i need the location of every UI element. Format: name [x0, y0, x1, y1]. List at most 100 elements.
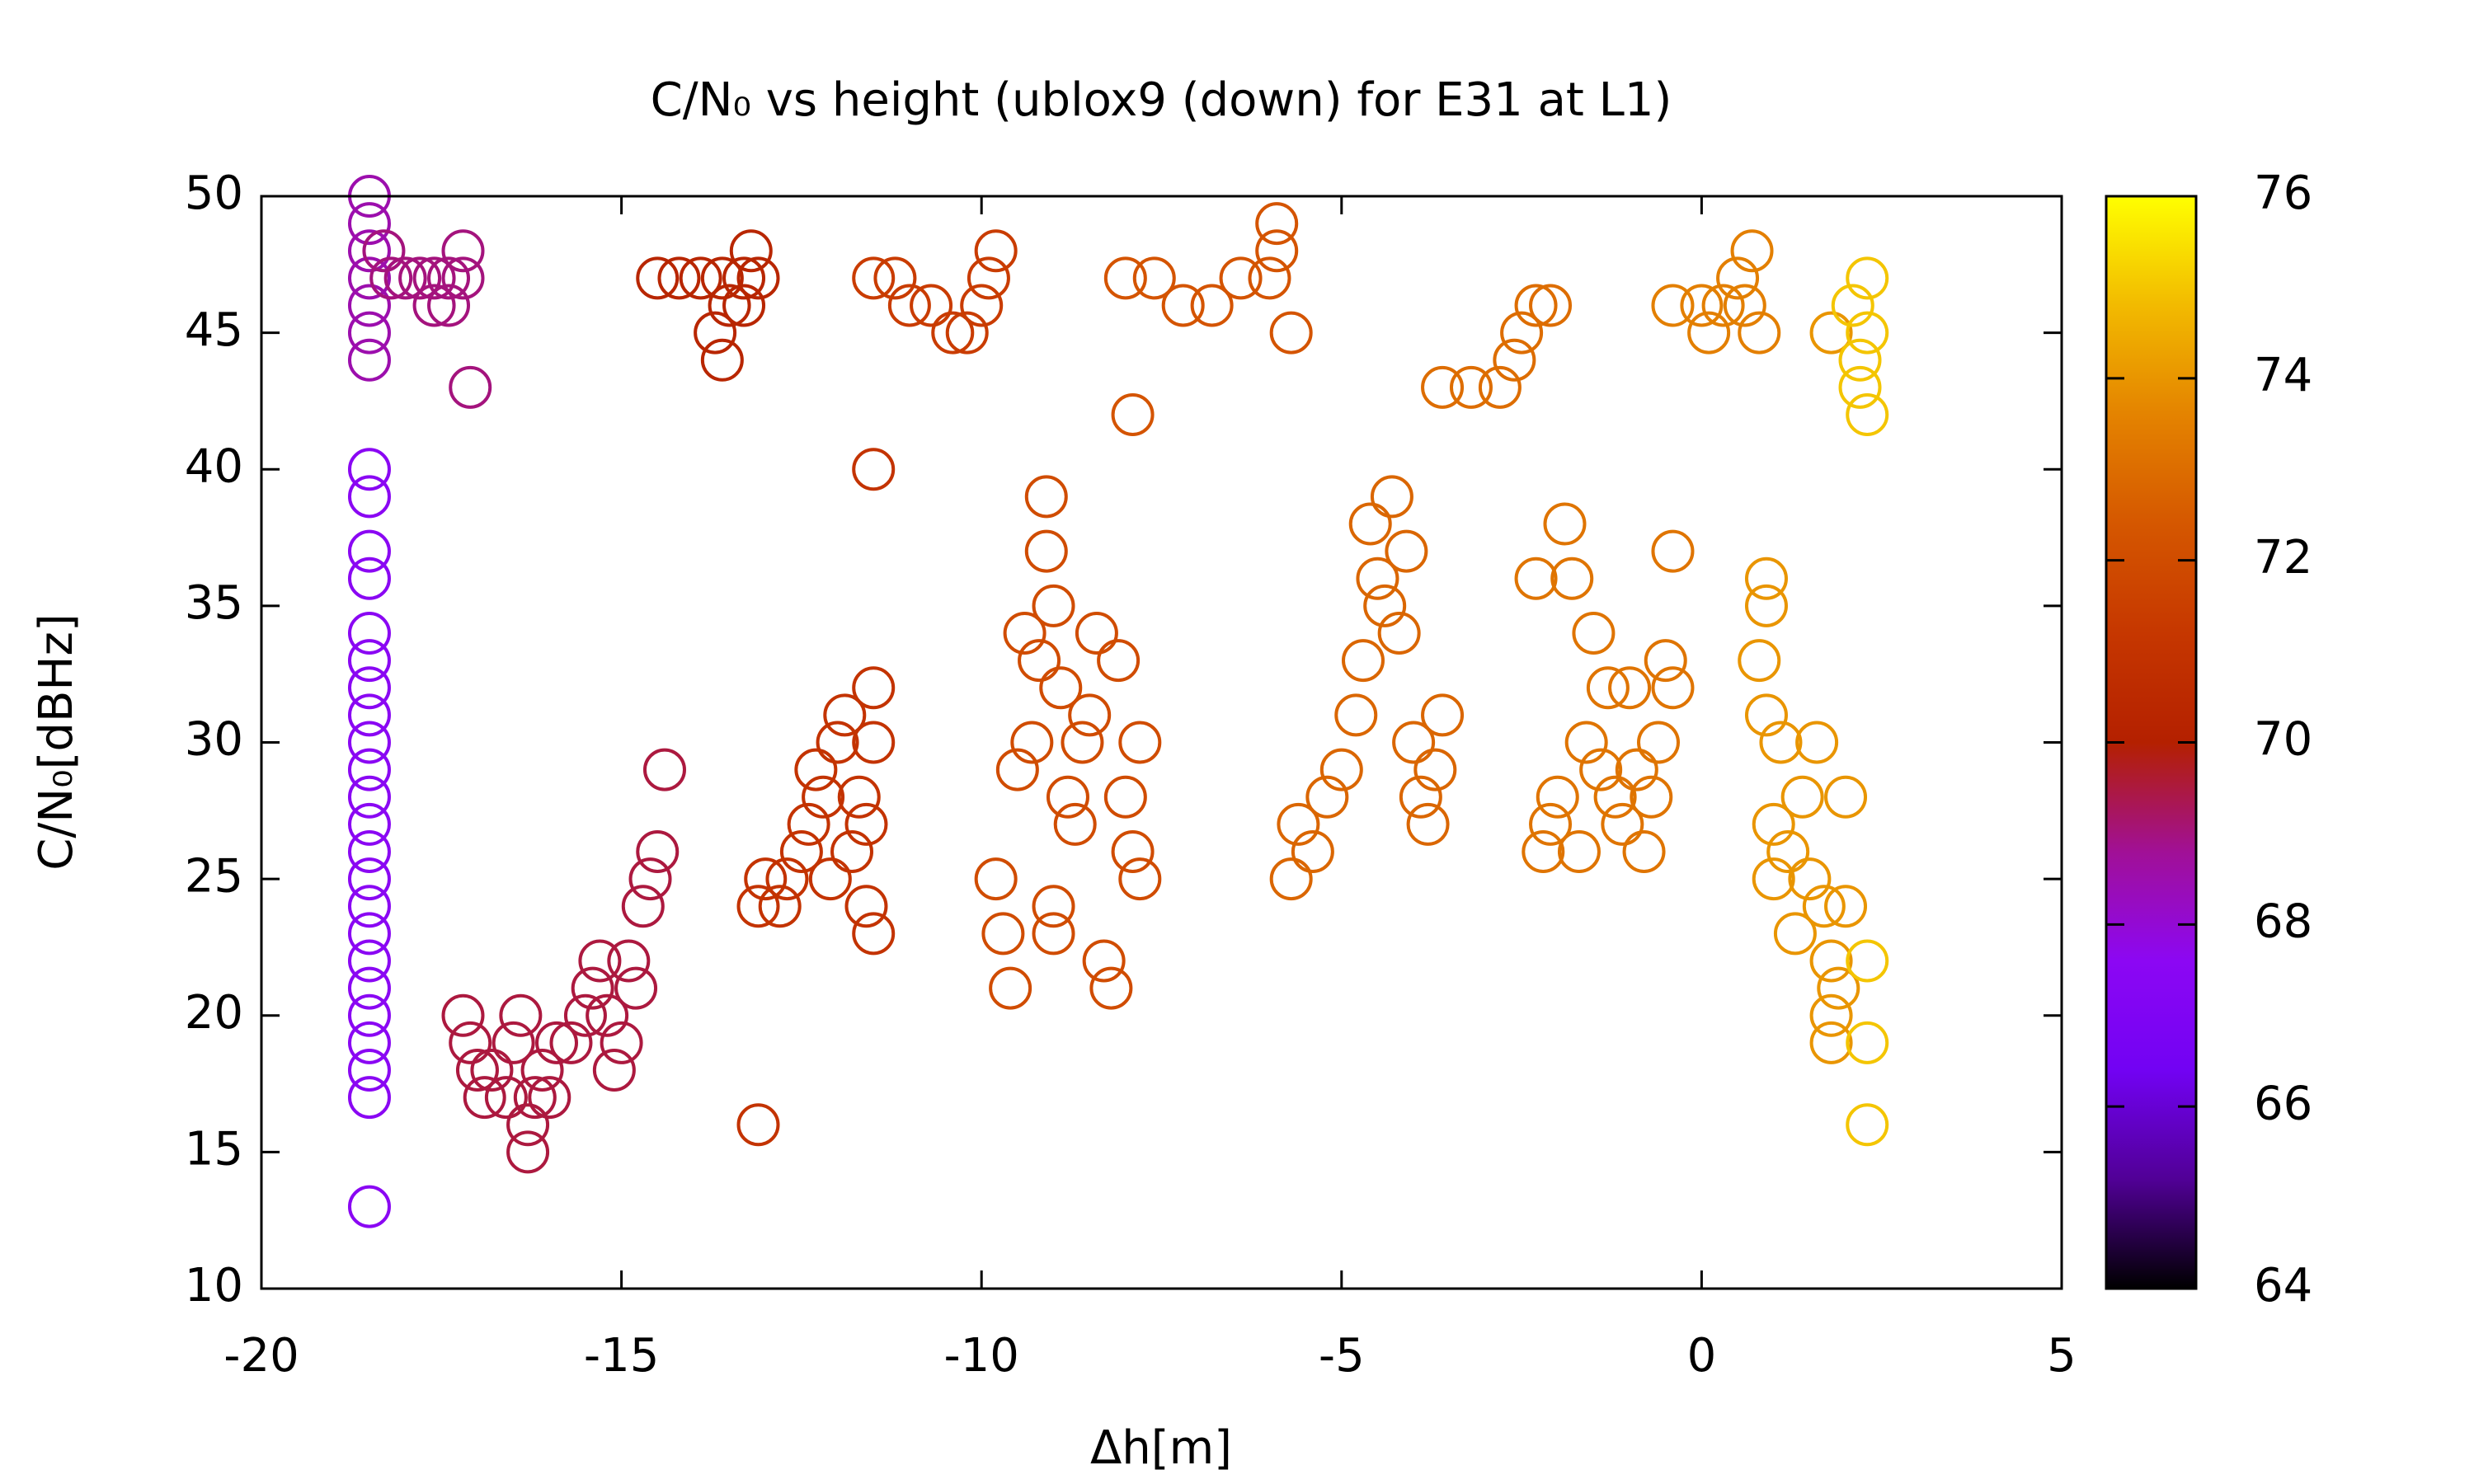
marker: [1622, 830, 1666, 873]
marker: [347, 448, 391, 491]
x-tick-label: 0: [1687, 1329, 1717, 1383]
marker: [347, 229, 391, 273]
marker: [1363, 584, 1407, 627]
marker: [729, 229, 773, 273]
marker: [1846, 393, 1889, 436]
y-tick-label: 15: [185, 1123, 243, 1176]
marker: [1277, 802, 1320, 846]
marker: [1082, 939, 1126, 983]
marker: [887, 284, 931, 327]
marker: [1406, 802, 1450, 846]
marker: [347, 639, 391, 683]
y-tick-label: 20: [185, 986, 243, 1040]
marker: [1514, 556, 1558, 600]
marker: [636, 830, 680, 873]
marker: [989, 966, 1032, 1010]
marker: [1809, 1021, 1853, 1064]
marker: [347, 939, 391, 983]
x-axis-label: Δh[m]: [1090, 1421, 1232, 1475]
marker: [694, 311, 737, 355]
marker: [1103, 775, 1147, 819]
marker: [1413, 748, 1457, 791]
marker: [765, 857, 809, 901]
marker: [808, 857, 852, 901]
marker: [1024, 475, 1068, 519]
marker: [1421, 693, 1465, 737]
marker: [1752, 802, 1795, 846]
marker: [347, 802, 391, 846]
marker: [1572, 612, 1616, 655]
marker: [744, 857, 788, 901]
marker: [1356, 556, 1399, 600]
colorbar-tick-label: 64: [2254, 1259, 2312, 1313]
marker: [1248, 256, 1291, 300]
marker: [520, 1049, 564, 1092]
marker: [441, 229, 485, 273]
marker: [347, 529, 391, 573]
colorbar-tick-label: 74: [2254, 349, 2312, 402]
marker: [823, 693, 867, 737]
marker: [1377, 612, 1421, 655]
marker: [1118, 721, 1162, 764]
marker: [347, 693, 391, 737]
marker: [1773, 912, 1817, 956]
marker: [1421, 365, 1465, 409]
marker: [427, 256, 471, 300]
marker: [347, 775, 391, 819]
marker: [1449, 365, 1493, 409]
marker: [492, 1021, 535, 1064]
marker: [816, 721, 859, 764]
marker: [1752, 857, 1795, 901]
marker: [1053, 802, 1097, 846]
marker: [1032, 584, 1075, 627]
marker: [1068, 693, 1112, 737]
marker: [1564, 721, 1608, 764]
y-tick-label: 30: [185, 713, 243, 767]
marker: [931, 311, 975, 355]
marker: [945, 311, 989, 355]
marker: [1615, 748, 1658, 791]
marker: [1846, 256, 1889, 300]
marker: [347, 311, 391, 355]
marker: [1061, 721, 1104, 764]
marker: [347, 338, 391, 382]
marker: [1089, 966, 1133, 1010]
marker: [1846, 939, 1889, 983]
marker: [1291, 830, 1334, 873]
y-tick-label: 40: [185, 439, 243, 493]
marker: [1802, 885, 1846, 928]
marker: [1075, 612, 1118, 655]
marker: [347, 1049, 391, 1092]
marker: [347, 475, 391, 519]
x-tick-label: -20: [223, 1329, 299, 1383]
y-axis-label: C/N₀[dBHz]: [30, 613, 83, 870]
marker: [628, 857, 672, 901]
marker: [1809, 311, 1853, 355]
marker: [974, 229, 1018, 273]
marker: [1529, 284, 1573, 327]
plot-frame: [260, 195, 2063, 1290]
marker: [830, 830, 874, 873]
marker: [636, 256, 680, 300]
marker: [1795, 721, 1839, 764]
marker: [852, 256, 896, 300]
marker: [535, 1021, 579, 1064]
marker: [1478, 365, 1522, 409]
marker: [1255, 229, 1299, 273]
marker: [1780, 775, 1824, 819]
marker: [1744, 556, 1788, 600]
marker: [873, 256, 917, 300]
colorbar-tick-label: 70: [2254, 713, 2312, 767]
marker: [427, 284, 471, 327]
marker: [1846, 1021, 1889, 1064]
marker: [1255, 202, 1299, 246]
marker: [347, 966, 391, 1010]
marker: [1219, 256, 1263, 300]
markers: [347, 175, 1889, 1228]
marker: [1269, 311, 1313, 355]
marker: [571, 966, 614, 1010]
marker: [1831, 284, 1874, 327]
marker: [1132, 256, 1176, 300]
marker: [1593, 775, 1637, 819]
